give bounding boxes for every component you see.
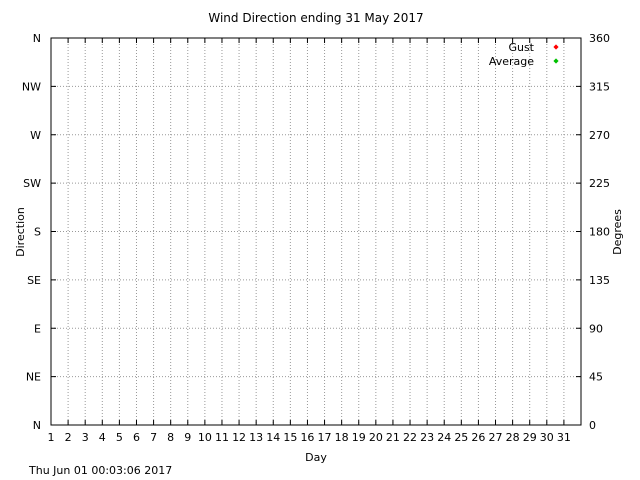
y-tick-label-right: 0 bbox=[589, 419, 596, 432]
x-tick-label: 24 bbox=[437, 431, 451, 444]
y-tick-label-left: N bbox=[33, 32, 41, 45]
y-tick-label-left: NE bbox=[26, 371, 41, 384]
series-gust bbox=[51, 0, 580, 401]
y-tick-label-left: NW bbox=[22, 80, 41, 93]
x-tick-label: 6 bbox=[133, 431, 140, 444]
y-tick-label-left: N bbox=[33, 419, 41, 432]
chart-title: Wind Direction ending 31 May 2017 bbox=[208, 11, 423, 25]
x-tick-label: 21 bbox=[386, 431, 400, 444]
x-tick-label: 26 bbox=[471, 431, 485, 444]
x-tick-label: 16 bbox=[300, 431, 314, 444]
x-tick-label: 15 bbox=[283, 431, 297, 444]
grid-lines bbox=[51, 38, 581, 425]
x-tick-label: 22 bbox=[403, 431, 417, 444]
y-tick-label-left: S bbox=[34, 226, 41, 239]
x-tick-label: 25 bbox=[454, 431, 468, 444]
x-tick-label: 3 bbox=[82, 431, 89, 444]
x-tick-label: 12 bbox=[232, 431, 246, 444]
x-tick-label: 9 bbox=[184, 431, 191, 444]
legend-label: Average bbox=[489, 55, 534, 68]
data-points bbox=[51, 0, 582, 407]
y-axis-label-right: Degrees bbox=[611, 209, 624, 255]
x-tick-label: 7 bbox=[150, 431, 157, 444]
y-tick-label-right: 135 bbox=[589, 274, 610, 287]
x-tick-label: 10 bbox=[198, 431, 212, 444]
x-tick-label: 13 bbox=[249, 431, 263, 444]
x-tick-label: 5 bbox=[116, 431, 123, 444]
x-axis-label: Day bbox=[305, 451, 327, 464]
x-tick-label: 28 bbox=[506, 431, 520, 444]
y-tick-label-right: 360 bbox=[589, 32, 610, 45]
y-tick-label-right: 225 bbox=[589, 177, 610, 190]
x-tick-label: 4 bbox=[99, 431, 106, 444]
x-tick-label: 23 bbox=[420, 431, 434, 444]
y-tick-label-left: SW bbox=[23, 177, 41, 190]
x-tick-label: 20 bbox=[369, 431, 383, 444]
x-tick-label: 1 bbox=[48, 431, 55, 444]
y-tick-label-left: SE bbox=[27, 274, 41, 287]
generated-timestamp: Thu Jun 01 00:03:06 2017 bbox=[29, 464, 173, 477]
series-average bbox=[51, 0, 582, 407]
x-tick-label: 17 bbox=[318, 431, 332, 444]
x-tick-label: 2 bbox=[65, 431, 72, 444]
y-tick-label-left: W bbox=[30, 129, 41, 142]
y-tick-label-right: 45 bbox=[589, 371, 603, 384]
y-tick-label-right: 270 bbox=[589, 129, 610, 142]
y-tick-label-left: E bbox=[34, 322, 41, 335]
x-tick-label: 14 bbox=[266, 431, 280, 444]
x-tick-label: 8 bbox=[167, 431, 174, 444]
x-tick-label: 30 bbox=[540, 431, 554, 444]
axis-ticks: 1 2 3 4 5 6 7 8 9 10 11 12 13 14 15 16 17 18 19 20 21 22 23 24 2… bbox=[22, 32, 610, 444]
x-tick-label: 29 bbox=[523, 431, 537, 444]
y-axis-label-left: Direction bbox=[14, 207, 27, 257]
legend-marker-average bbox=[553, 58, 559, 64]
x-tick-label: 31 bbox=[557, 431, 571, 444]
legend-marker-gust bbox=[553, 44, 559, 50]
y-tick-label-right: 315 bbox=[589, 80, 610, 93]
x-tick-label: 19 bbox=[352, 431, 366, 444]
y-tick-label-right: 90 bbox=[589, 322, 603, 335]
legend-label: Gust bbox=[508, 41, 534, 54]
y-tick-label-right: 180 bbox=[589, 226, 610, 239]
x-tick-label: 18 bbox=[335, 431, 349, 444]
x-tick-label: 11 bbox=[215, 431, 229, 444]
x-tick-label: 27 bbox=[489, 431, 503, 444]
